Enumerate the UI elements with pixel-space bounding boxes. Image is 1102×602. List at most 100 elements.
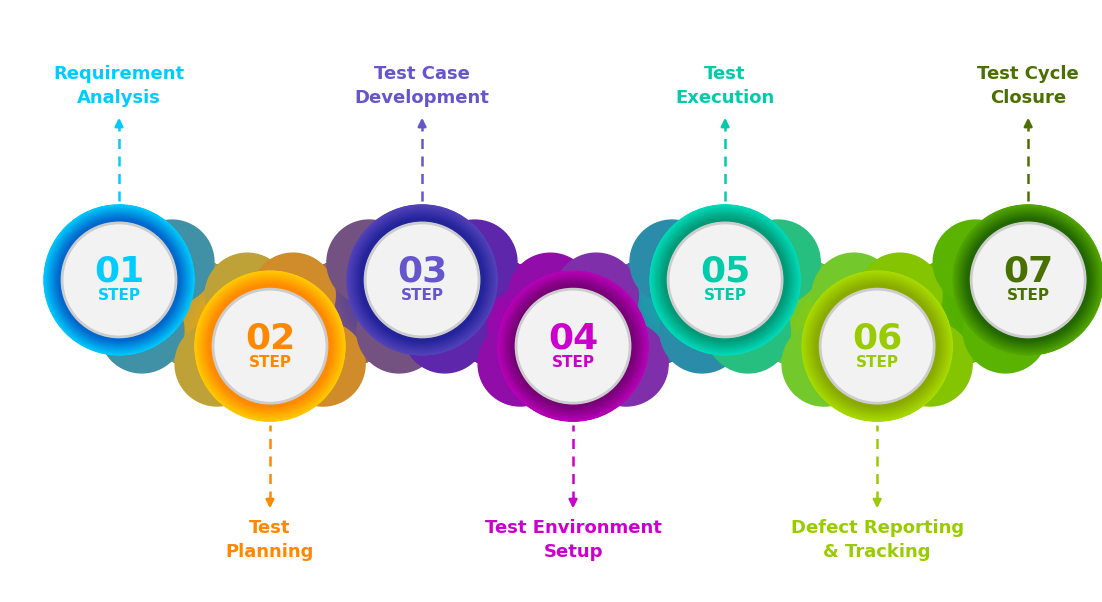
Circle shape [811,280,943,412]
Circle shape [374,229,480,335]
Circle shape [295,259,401,365]
Circle shape [966,219,1090,341]
Circle shape [347,205,497,355]
Circle shape [196,273,344,420]
Text: 04: 04 [548,321,598,355]
Circle shape [225,290,331,396]
Circle shape [205,281,335,411]
Circle shape [348,236,455,342]
Circle shape [235,285,341,391]
Circle shape [588,263,694,370]
Circle shape [152,264,258,370]
Circle shape [347,205,497,355]
Circle shape [164,270,270,376]
Circle shape [944,240,1051,346]
Circle shape [227,289,333,395]
Circle shape [475,273,581,379]
Circle shape [690,235,796,341]
Circle shape [255,276,361,383]
Circle shape [840,287,946,393]
Circle shape [489,280,596,386]
Circle shape [920,251,1026,357]
Circle shape [462,268,569,374]
Circle shape [363,220,482,340]
Circle shape [674,228,780,334]
Circle shape [156,267,262,373]
Circle shape [662,217,788,343]
Circle shape [811,288,918,394]
Circle shape [360,219,484,341]
Circle shape [953,205,1102,355]
Circle shape [114,248,220,354]
Circle shape [954,206,1102,353]
Circle shape [457,265,563,371]
Circle shape [964,216,1092,344]
Circle shape [802,271,952,421]
Circle shape [630,220,714,305]
Circle shape [810,279,944,414]
Circle shape [229,288,336,394]
Circle shape [649,237,755,343]
Circle shape [207,284,333,409]
Circle shape [733,253,839,359]
Circle shape [54,214,184,346]
Circle shape [651,206,799,354]
Circle shape [606,256,712,362]
Circle shape [207,284,333,409]
Circle shape [293,260,399,366]
Circle shape [201,278,339,415]
Circle shape [670,228,776,334]
Circle shape [381,232,488,338]
Circle shape [78,232,185,338]
Circle shape [44,205,194,355]
Circle shape [99,241,205,347]
Circle shape [350,208,494,352]
Circle shape [301,256,407,363]
Circle shape [505,287,611,393]
Circle shape [505,278,641,415]
Circle shape [735,255,842,361]
Circle shape [815,284,939,408]
Circle shape [204,280,336,412]
Circle shape [203,279,337,413]
Circle shape [864,276,971,382]
Circle shape [198,275,342,417]
Circle shape [672,227,778,333]
Circle shape [766,268,872,374]
Circle shape [202,287,307,393]
Circle shape [357,288,441,373]
Circle shape [361,219,483,341]
Circle shape [960,212,1096,348]
Circle shape [660,215,790,345]
Circle shape [508,281,638,411]
Circle shape [667,229,774,335]
Circle shape [815,285,939,408]
Circle shape [472,272,579,378]
Circle shape [846,283,953,389]
Circle shape [959,210,1098,350]
Circle shape [434,256,540,362]
Circle shape [355,213,489,347]
Circle shape [219,292,325,398]
Circle shape [626,247,733,353]
Circle shape [812,253,896,338]
Circle shape [355,213,489,347]
Circle shape [915,253,1020,359]
Circle shape [503,276,644,417]
Circle shape [971,223,1085,337]
Circle shape [954,206,1102,353]
Circle shape [360,218,484,342]
Circle shape [862,276,968,383]
Circle shape [348,206,496,353]
Circle shape [51,212,187,348]
Circle shape [51,211,187,349]
Circle shape [45,206,193,353]
Circle shape [957,208,1100,352]
Text: 07: 07 [1003,255,1054,289]
Circle shape [852,281,958,387]
Circle shape [196,272,344,420]
Circle shape [631,244,737,350]
Circle shape [963,214,1093,346]
Circle shape [652,208,798,352]
Circle shape [813,282,941,410]
